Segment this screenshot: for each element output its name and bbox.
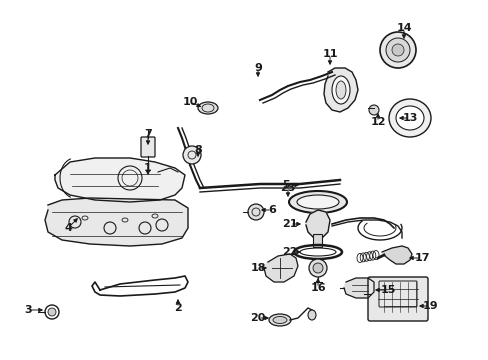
FancyBboxPatch shape	[367, 277, 427, 321]
Ellipse shape	[288, 191, 346, 213]
Text: 6: 6	[267, 205, 275, 215]
Text: 16: 16	[309, 283, 325, 293]
Polygon shape	[55, 158, 184, 202]
Ellipse shape	[296, 195, 338, 209]
Ellipse shape	[198, 102, 218, 114]
Text: 22: 22	[282, 247, 297, 257]
Circle shape	[48, 308, 56, 316]
Ellipse shape	[335, 81, 346, 99]
Circle shape	[385, 38, 409, 62]
Text: 20: 20	[250, 313, 265, 323]
Text: 2: 2	[174, 303, 182, 313]
Circle shape	[308, 259, 326, 277]
Text: 10: 10	[182, 97, 197, 107]
Text: 23: 23	[280, 183, 295, 193]
Text: 21: 21	[282, 219, 297, 229]
Text: 14: 14	[395, 23, 411, 33]
Polygon shape	[324, 68, 357, 112]
Text: 15: 15	[380, 285, 395, 295]
Text: 12: 12	[369, 117, 385, 127]
Polygon shape	[305, 210, 329, 238]
Text: 13: 13	[402, 113, 417, 123]
Text: 17: 17	[413, 253, 429, 263]
Text: 5: 5	[282, 180, 289, 190]
Circle shape	[379, 32, 415, 68]
Circle shape	[368, 105, 378, 115]
Polygon shape	[264, 254, 297, 282]
Ellipse shape	[268, 314, 290, 326]
Text: 19: 19	[421, 301, 437, 311]
Text: 9: 9	[254, 63, 262, 73]
Text: 3: 3	[24, 305, 32, 315]
Text: 7: 7	[144, 129, 152, 139]
Text: 11: 11	[322, 49, 337, 59]
Circle shape	[183, 146, 201, 164]
Text: 4: 4	[64, 223, 72, 233]
Polygon shape	[381, 246, 411, 264]
Text: 8: 8	[194, 145, 202, 155]
Polygon shape	[45, 198, 187, 246]
Circle shape	[247, 204, 264, 220]
Polygon shape	[343, 278, 373, 298]
FancyBboxPatch shape	[141, 137, 155, 157]
Ellipse shape	[331, 76, 349, 104]
Circle shape	[312, 263, 323, 273]
Ellipse shape	[395, 106, 423, 130]
Text: 18: 18	[250, 263, 265, 273]
Circle shape	[391, 44, 403, 56]
Text: 1: 1	[144, 163, 152, 173]
FancyBboxPatch shape	[313, 234, 322, 248]
Ellipse shape	[388, 99, 430, 137]
Ellipse shape	[307, 310, 315, 320]
Ellipse shape	[272, 316, 286, 324]
